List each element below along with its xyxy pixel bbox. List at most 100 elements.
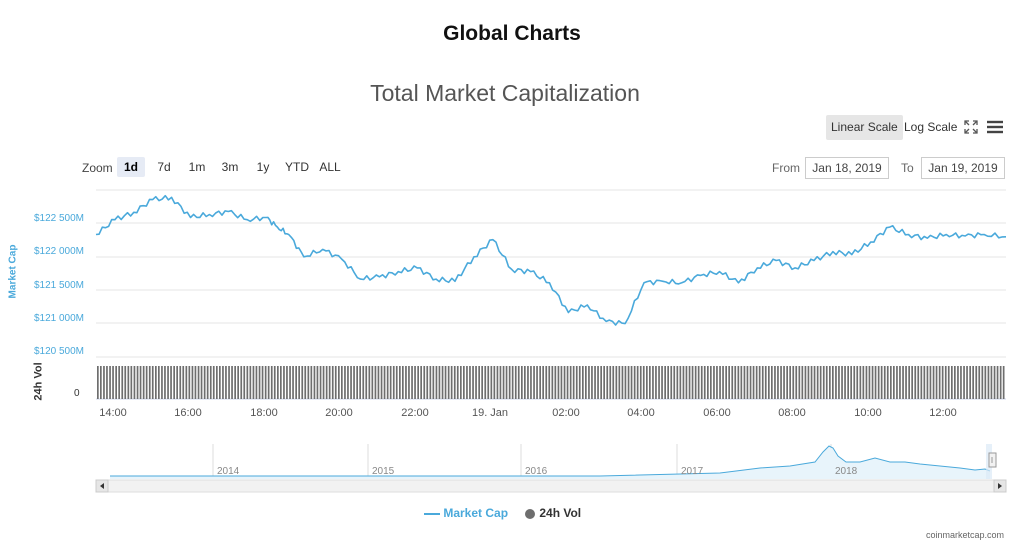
volume-bar (484, 366, 487, 399)
volume-bar (399, 366, 401, 399)
credit-link[interactable]: coinmarketcap.com (925, 530, 1004, 540)
volume-bar (710, 366, 712, 399)
volume-bar (151, 366, 154, 399)
volume-bar (133, 366, 136, 399)
volume-bar (517, 366, 520, 399)
volume-bar (331, 366, 334, 399)
navigator-year-label: 2017 (681, 466, 704, 477)
volume-bar (685, 366, 688, 399)
volume-bar (981, 366, 984, 399)
volume-bar (551, 366, 554, 399)
volume-bar (780, 366, 782, 399)
volume-bar (911, 366, 913, 399)
volume-bar (539, 366, 541, 399)
volume-bar (597, 366, 599, 399)
volume-bar (267, 366, 270, 399)
volume-bar (743, 366, 746, 399)
volume-bar (850, 366, 852, 399)
line-swatch-icon (424, 512, 440, 515)
volume-bar (319, 366, 322, 399)
volume-bar (914, 366, 917, 399)
volume-bar (106, 366, 108, 399)
volume-bar (447, 366, 450, 399)
volume-bar (112, 366, 114, 399)
volume-bar (813, 366, 816, 399)
y-tick-label: $121 000M (33, 313, 84, 324)
volume-bar (594, 366, 596, 399)
volume-bar (783, 366, 785, 399)
zoom-3m-button[interactable]: 3m (221, 160, 239, 174)
volume-bar (993, 366, 996, 399)
volume-bar (642, 366, 645, 399)
zoom-ytd-button[interactable]: YTD (285, 160, 309, 174)
volume-bar (575, 366, 578, 399)
from-label: From (772, 161, 800, 175)
volume-bar (725, 366, 727, 399)
to-date-input[interactable]: Jan 19, 2019 (921, 157, 1005, 179)
volume-bar (944, 366, 947, 399)
zoom-7d-button[interactable]: 7d (157, 160, 171, 174)
volume-bar (694, 366, 697, 399)
volume-bar (460, 366, 462, 399)
volume-bar (322, 366, 325, 399)
volume-bar (966, 366, 968, 399)
volume-bar (627, 366, 630, 399)
zoom-1d-button[interactable]: 1d (117, 157, 145, 177)
volume-bar (600, 366, 602, 399)
zoom-label: Zoom (82, 161, 113, 175)
legend-item-24h-vol[interactable]: 24h Vol (524, 506, 581, 520)
volume-bar (871, 366, 874, 399)
volume-bar (222, 366, 224, 399)
volume-bar (466, 366, 468, 399)
volume-bar (728, 366, 730, 399)
volume-bar (923, 366, 926, 399)
volume-bar (124, 366, 127, 399)
volume-bar (237, 366, 239, 399)
volume-bar (414, 366, 416, 399)
linear-scale-button[interactable]: Linear Scale (826, 115, 903, 140)
zoom-1m-button[interactable]: 1m (188, 160, 206, 174)
volume-bar (493, 366, 496, 399)
volume-bar (722, 366, 724, 399)
volume-bar (618, 366, 621, 399)
volume-bar (487, 366, 490, 399)
zoom-1y-button[interactable]: 1y (256, 160, 270, 174)
volume-bar (606, 366, 609, 399)
volume-bar (630, 366, 633, 399)
volume-bar (496, 366, 499, 399)
volume-bar (734, 366, 737, 399)
log-scale-button[interactable]: Log Scale (904, 120, 958, 134)
volume-bar (996, 366, 999, 399)
volume-bar (621, 366, 624, 399)
volume-bar (649, 366, 651, 399)
hamburger-menu-icon[interactable] (986, 119, 1004, 140)
volume-bar (231, 366, 233, 399)
volume-bar (228, 366, 230, 399)
volume-bar (569, 366, 572, 399)
volume-bar (829, 366, 831, 399)
volume-bar (795, 366, 798, 399)
fullscreen-icon[interactable] (963, 119, 979, 140)
chart-title: Total Market Capitalization (370, 80, 640, 106)
zoom-all-button[interactable]: ALL (319, 160, 341, 174)
volume-bar (353, 366, 355, 399)
volume-bar (749, 366, 752, 399)
volume-bar (566, 366, 569, 399)
from-date-input[interactable]: Jan 18, 2019 (805, 157, 889, 179)
volume-bar (359, 366, 361, 399)
volume-bar (612, 366, 615, 399)
market-cap-series-line (95, 194, 1007, 326)
volume-bar (365, 366, 368, 399)
volume-bar (472, 366, 474, 399)
volume-bar (801, 366, 804, 399)
x-tick-label: 08:00 (778, 407, 806, 419)
volume-bar (542, 366, 544, 399)
volume-bar (810, 366, 813, 399)
to-label: To (901, 161, 914, 175)
volume-bar (582, 366, 584, 399)
legend-item-market-cap[interactable]: Market Cap (424, 506, 508, 520)
volume-bar (792, 366, 795, 399)
volume-bar (670, 366, 673, 399)
